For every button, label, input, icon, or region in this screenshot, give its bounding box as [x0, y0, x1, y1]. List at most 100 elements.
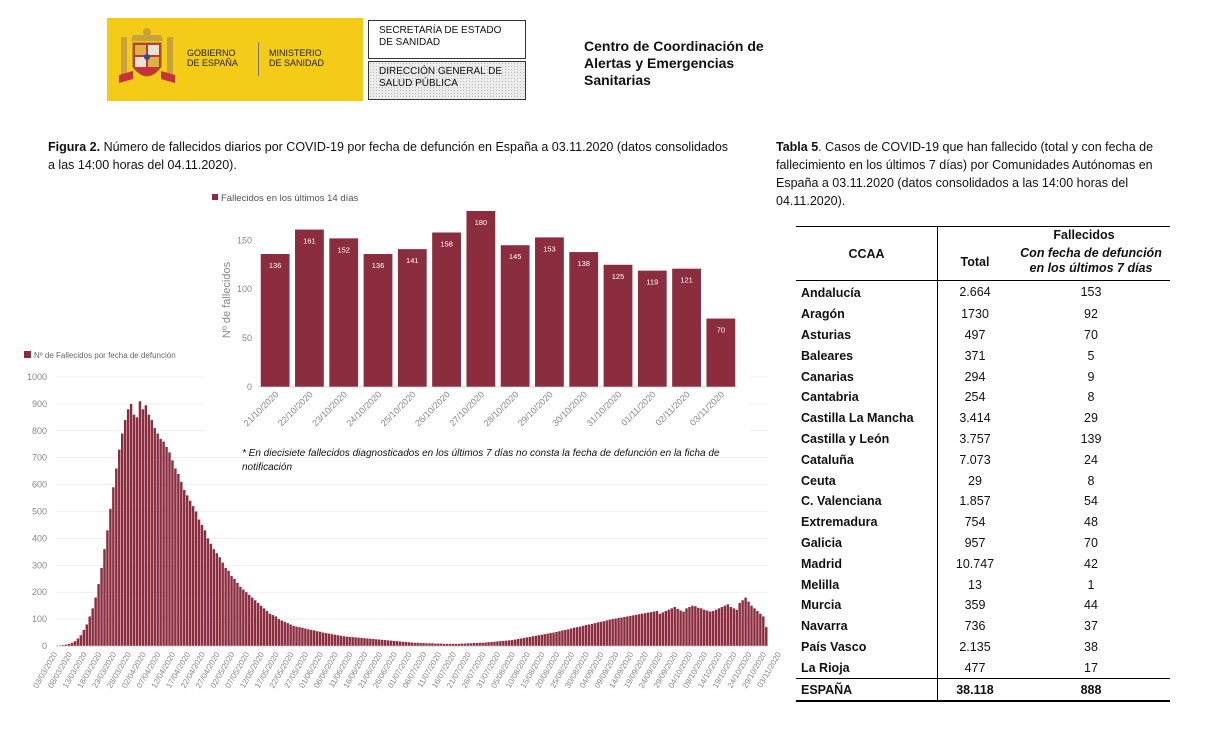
- daily-bar: [180, 481, 183, 646]
- daily-bar: [688, 607, 691, 647]
- y-tick-label: 200: [32, 587, 47, 597]
- table-row: Ceuta 29 8: [796, 470, 1170, 491]
- box2-line-1: DIRECCIÓN GENERAL DE: [379, 66, 502, 77]
- daily-bar: [250, 597, 254, 646]
- daily-bar: [330, 634, 334, 646]
- daily-bar: [425, 643, 428, 646]
- daily-bar: [256, 602, 260, 646]
- daily-bar: [168, 452, 171, 646]
- daily-bar: [478, 642, 481, 646]
- daily-bar: [472, 643, 476, 646]
- 14d-bar: [260, 254, 290, 387]
- cell-ccaa: País Vasco: [801, 639, 867, 654]
- daily-bar: [144, 405, 148, 647]
- table-row: Murcia 359 44: [796, 594, 1170, 616]
- figure-caption: Figura 2. Número de fallecidos diarios p…: [48, 138, 738, 174]
- daily-bar: [694, 606, 697, 646]
- daily-bar: [61, 645, 65, 646]
- ccaa-deaths-table: CCAA Fallecidos Total Con fecha de defun…: [796, 226, 1170, 702]
- cell-ccaa: Ceuta: [801, 473, 836, 488]
- daily-bar: [510, 640, 514, 646]
- daily-bar: [454, 643, 458, 646]
- 14d-bar: [363, 254, 393, 387]
- cell-7days: 29: [1084, 411, 1098, 426]
- 14d-bar-value: 119: [646, 278, 658, 287]
- daily-bar: [129, 403, 133, 646]
- daily-bar: [575, 627, 579, 646]
- daily-bar: [135, 417, 139, 646]
- daily-bar: [159, 438, 162, 646]
- daily-bar: [437, 643, 440, 646]
- daily-bar: [416, 642, 419, 646]
- daily-bar: [327, 633, 331, 646]
- y-tick-label: 1000: [27, 372, 47, 382]
- daily-bar: [502, 640, 505, 646]
- daily-bar: [123, 420, 127, 646]
- cell-total: 7.073: [937, 449, 1012, 471]
- table-header-row-2: Total Con fecha de defunción en los últi…: [796, 242, 1170, 281]
- 14d-bar: [432, 232, 461, 387]
- 14d-bar-value: 121: [680, 276, 693, 285]
- daily-bar: [79, 635, 83, 646]
- cell-7days: 48: [1084, 515, 1098, 530]
- daily-bar: [705, 610, 709, 646]
- daily-bar: [218, 557, 221, 646]
- daily-bar: [378, 639, 381, 646]
- 14d-bar: [535, 237, 564, 387]
- daily-bar: [487, 642, 490, 646]
- daily-bar: [451, 643, 455, 646]
- daily-bar: [103, 549, 106, 646]
- daily-bar: [614, 618, 617, 646]
- y-tick-label: 900: [32, 399, 47, 409]
- daily-bar: [206, 538, 210, 646]
- daily-bar: [584, 625, 588, 646]
- daily-bar: [623, 616, 626, 646]
- 14d-bar: [569, 252, 599, 387]
- legend-swatch-14d: [212, 194, 218, 200]
- table-row: Castilla y León 3.757 139: [796, 428, 1170, 450]
- daily-bar: [440, 643, 443, 646]
- daily-bar: [697, 607, 700, 646]
- daily-bar: [617, 618, 620, 646]
- daily-bar: [401, 641, 405, 646]
- cell-total: 359: [937, 594, 1012, 616]
- daily-bar: [469, 643, 473, 646]
- daily-bar: [561, 630, 564, 646]
- cell-7days: 37: [1084, 619, 1098, 634]
- daily-bar: [277, 619, 281, 646]
- daily-bar: [720, 607, 724, 647]
- daily-bar: [691, 605, 694, 646]
- cell-7days: 70: [1084, 535, 1098, 550]
- cell-total: 736: [937, 615, 1012, 637]
- table-row: Galicia 957 70: [796, 532, 1170, 554]
- daily-bar: [183, 489, 186, 646]
- daily-bar: [490, 641, 493, 647]
- daily-bar: [655, 611, 659, 646]
- daily-bar: [150, 420, 153, 646]
- table-row: Andalucía 2.664 153: [796, 280, 1170, 304]
- daily-bar: [191, 506, 195, 646]
- daily-bar: [97, 584, 100, 646]
- daily-bar: [729, 607, 733, 647]
- daily-bar: [67, 643, 71, 646]
- daily-bar: [239, 586, 242, 646]
- daily-bar: [407, 642, 411, 646]
- header-7days-line-2: en los últimos 7 días: [1029, 261, 1153, 275]
- daily-bar: [431, 643, 434, 646]
- cell-total: 13: [937, 574, 1012, 595]
- 14d-bar-value: 145: [509, 252, 522, 261]
- daily-bar: [118, 449, 121, 646]
- 14d-bar-value: 138: [577, 259, 590, 268]
- daily-bar: [649, 612, 653, 646]
- daily-bar: [546, 633, 549, 646]
- y-tick-label: 100: [32, 614, 47, 624]
- 14d-bar: [706, 318, 736, 387]
- 14d-bar: [466, 211, 496, 387]
- daily-bar: [587, 624, 591, 646]
- cell-7days: 8: [1087, 473, 1095, 488]
- cell-ccaa: C. Valenciana: [801, 494, 882, 509]
- daily-bar: [632, 615, 635, 646]
- daily-bar: [643, 613, 647, 646]
- daily-bar: [336, 635, 340, 646]
- daily-bar: [463, 643, 467, 646]
